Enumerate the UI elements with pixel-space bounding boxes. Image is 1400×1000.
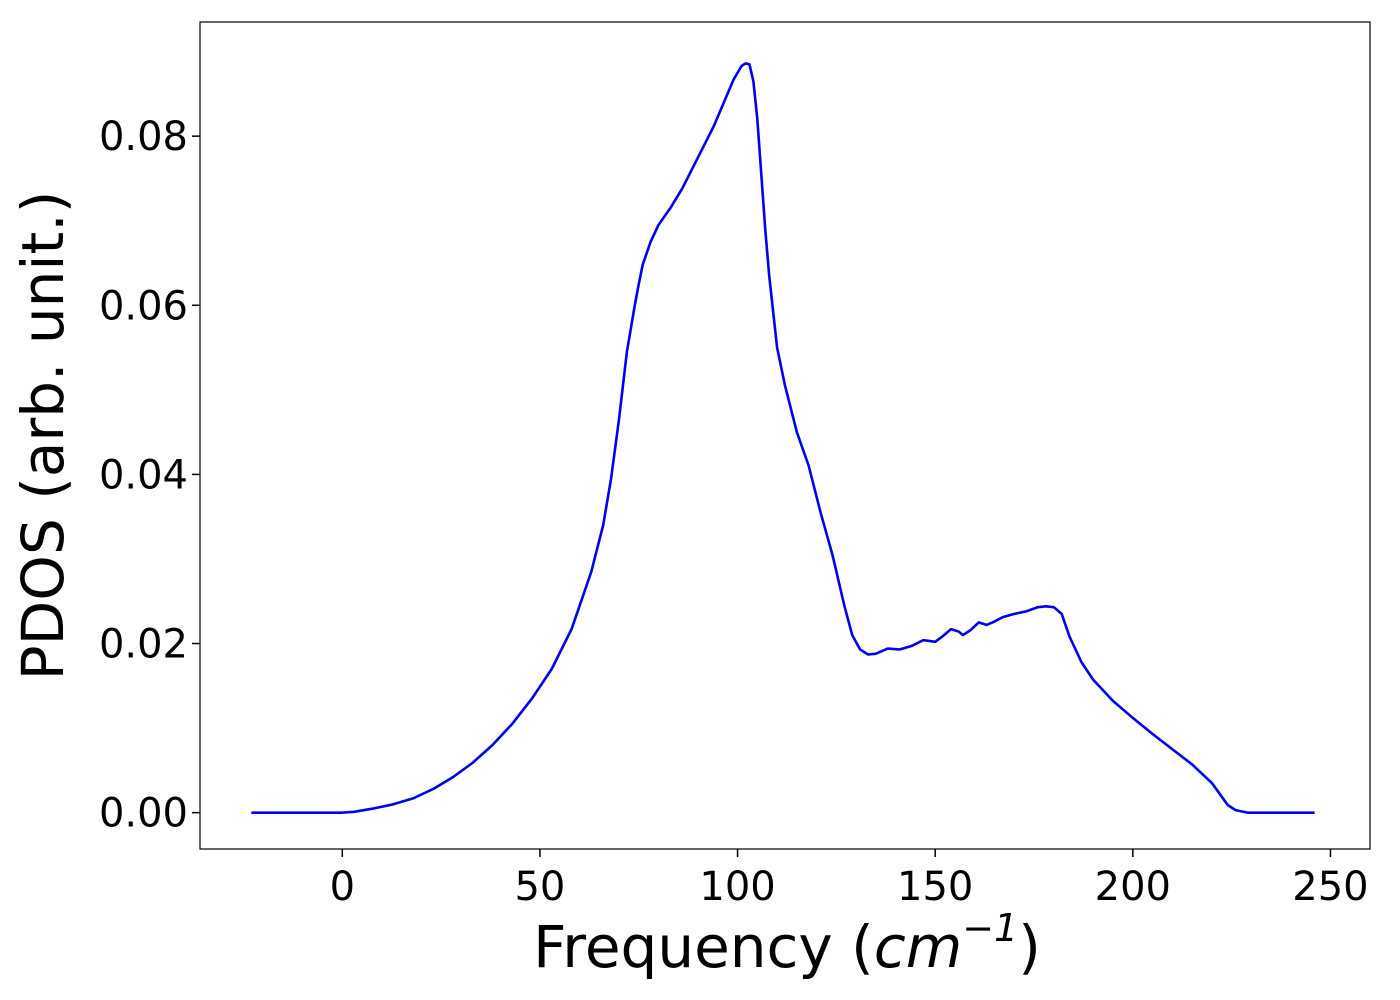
y-axis-label: PDOS (arb. unit.) — [9, 191, 77, 681]
plot-area — [251, 62, 1315, 814]
x-axis-label-unit: cm — [874, 913, 962, 981]
x-axis-label-text: Frequency ( — [533, 913, 874, 981]
x-tick-label: 100 — [699, 864, 775, 910]
y-tick-label: 0.02 — [99, 622, 188, 668]
y-tick-label: 0.04 — [99, 452, 188, 498]
x-tick-label: 150 — [897, 864, 973, 910]
pdos-series-line — [251, 62, 1315, 814]
x-tick-label: 50 — [514, 864, 565, 910]
y-tick-label: 0.08 — [99, 114, 188, 160]
x-tick-label: 250 — [1292, 864, 1368, 910]
x-tick-label: 200 — [1095, 864, 1171, 910]
x-axis: 0 50 100 150 200 250 — [330, 849, 1369, 910]
x-tick-label: 0 — [330, 864, 355, 910]
x-axis-label: Frequency (cm−1) — [533, 906, 1041, 981]
y-tick-label: 0.00 — [99, 791, 188, 837]
x-axis-label-unit-exponent: −1 — [962, 906, 1018, 950]
plot-frame — [199, 21, 1371, 850]
x-axis-label-close: ) — [1018, 913, 1041, 981]
y-axis: 0.00 0.02 0.04 0.06 0.08 — [99, 114, 200, 837]
y-tick-label: 0.06 — [99, 283, 188, 329]
